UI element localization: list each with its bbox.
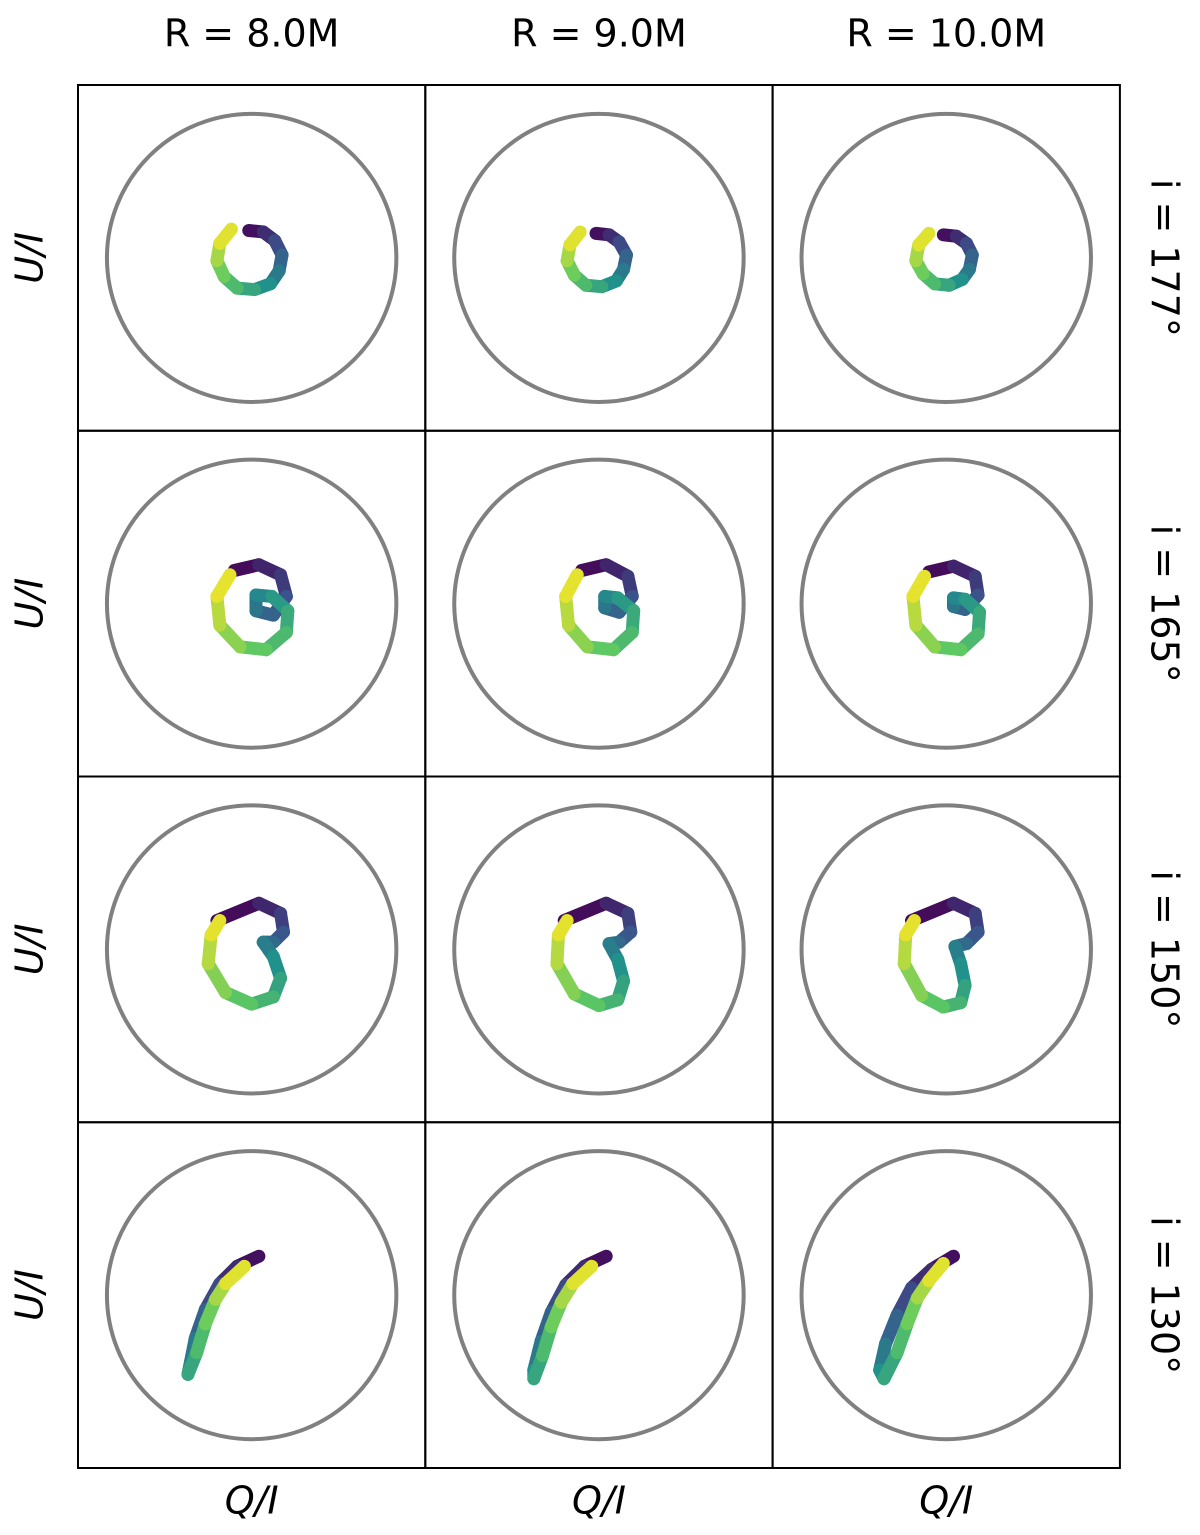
panel [77, 84, 427, 432]
trajectory-segment [219, 1259, 251, 1291]
panel-frame [77, 1121, 427, 1469]
panel [771, 84, 1121, 432]
panel [424, 429, 774, 778]
unit-circle [799, 803, 1093, 1096]
panel [424, 1121, 774, 1469]
trajectory-segment [559, 568, 584, 603]
trajectory-segment [922, 1256, 950, 1288]
row-label: i = 177° [1143, 179, 1187, 337]
panel [77, 429, 427, 778]
y-axis-label: U/I [8, 923, 52, 975]
panel [771, 775, 1121, 1124]
unit-circle [799, 457, 1093, 750]
row-label: i = 130° [1143, 1216, 1187, 1374]
row-label: i = 165° [1143, 525, 1187, 683]
y-axis-label: U/I [8, 1269, 52, 1321]
column-title: R = 10.0M [846, 12, 1046, 56]
column-title: R = 9.0M [511, 12, 687, 56]
unit-circle [799, 111, 1093, 404]
y-axis-label: U/I [8, 232, 52, 284]
trajectory-segment [906, 569, 932, 603]
x-axis-label: Q/I [919, 1479, 973, 1523]
trajectory-segment [899, 914, 921, 942]
trajectory-segment [563, 225, 587, 252]
unit-circle [799, 1149, 1093, 1442]
panel [424, 775, 774, 1124]
row-label: i = 150° [1143, 870, 1187, 1028]
unit-circle [452, 803, 746, 1096]
trajectory-segment [210, 568, 237, 603]
panel-frame [771, 429, 1121, 778]
x-axis-label: Q/I [572, 1479, 626, 1523]
unit-circle [104, 111, 399, 404]
panel-frame [77, 84, 427, 432]
column-title: R = 8.0M [164, 12, 340, 56]
unit-circle [104, 457, 399, 750]
unit-circle [104, 803, 399, 1096]
trajectory-segment [566, 1259, 599, 1291]
unit-circle [104, 1149, 399, 1442]
panel-frame [771, 775, 1121, 1124]
panel-frame [771, 84, 1121, 432]
panel [771, 1121, 1121, 1469]
panel [77, 1121, 427, 1469]
trajectory-segment [204, 914, 227, 942]
trajectory-segment [551, 914, 574, 942]
unit-circle [452, 457, 746, 750]
panel-frame [424, 1121, 774, 1469]
unit-circle [452, 111, 746, 404]
panel-frame [424, 84, 774, 432]
x-axis-label: Q/I [225, 1479, 279, 1523]
panel-frame [77, 775, 427, 1124]
panel [771, 429, 1121, 778]
y-axis-label: U/I [8, 578, 52, 630]
trajectory-segment [912, 226, 936, 252]
panel [424, 84, 774, 432]
panel-frame [771, 1121, 1121, 1469]
unit-circle [452, 1149, 746, 1442]
panel-frame [424, 775, 774, 1124]
panel [77, 775, 427, 1124]
trajectory-segment [213, 222, 238, 250]
